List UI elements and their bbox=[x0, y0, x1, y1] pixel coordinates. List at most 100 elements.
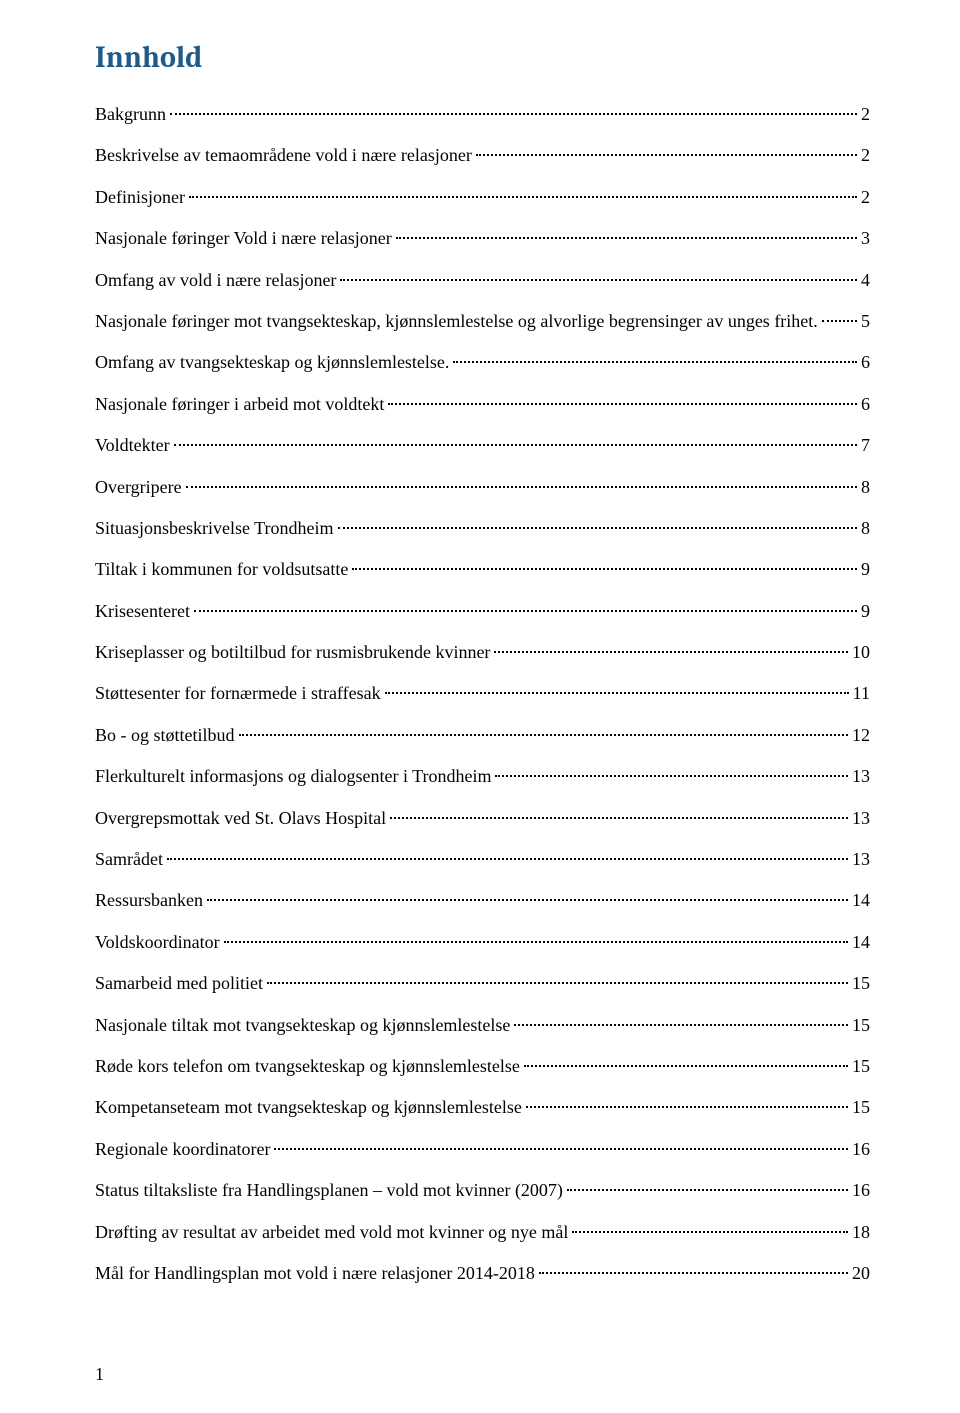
toc-entry-page: 9 bbox=[861, 558, 870, 581]
toc-entry-page: 11 bbox=[853, 682, 870, 705]
toc-entry[interactable]: Voldskoordinator 14 bbox=[95, 931, 870, 954]
toc-entry-page: 7 bbox=[861, 434, 870, 457]
toc-entry[interactable]: Samrådet 13 bbox=[95, 848, 870, 871]
toc-entry-page: 15 bbox=[852, 972, 870, 995]
toc-entry-label: Omfang av tvangsekteskap og kjønnslemles… bbox=[95, 351, 449, 374]
toc-entry[interactable]: Beskrivelse av temaområdene vold i nære … bbox=[95, 144, 870, 167]
toc-dot-leader bbox=[274, 1148, 848, 1150]
toc-entry-label: Samrådet bbox=[95, 848, 163, 871]
toc-entry-label: Tiltak i kommunen for voldsutsatte bbox=[95, 558, 348, 581]
toc-dot-leader bbox=[267, 982, 848, 984]
toc-entry-label: Regionale koordinatorer bbox=[95, 1138, 270, 1161]
toc-entry-page: 9 bbox=[861, 600, 870, 623]
toc-entry-label: Definisjoner bbox=[95, 186, 185, 209]
toc-entry-page: 12 bbox=[852, 724, 870, 747]
toc-entry-label: Nasjonale føringer mot tvangsekteskap, k… bbox=[95, 310, 818, 333]
toc-dot-leader bbox=[385, 692, 849, 694]
toc-title: Innhold bbox=[95, 40, 870, 75]
toc-dot-leader bbox=[174, 444, 857, 446]
toc-entry-page: 18 bbox=[852, 1221, 870, 1244]
toc-entry-page: 16 bbox=[852, 1179, 870, 1202]
toc-entry-label: Voldskoordinator bbox=[95, 931, 220, 954]
toc-list: Bakgrunn 2 Beskrivelse av temaområdene vo… bbox=[95, 103, 870, 1285]
toc-entry[interactable]: Ressursbanken 14 bbox=[95, 889, 870, 912]
toc-entry-label: Bakgrunn bbox=[95, 103, 166, 126]
toc-entry-page: 13 bbox=[852, 807, 870, 830]
toc-dot-leader bbox=[494, 651, 848, 653]
toc-entry-page: 15 bbox=[852, 1096, 870, 1119]
toc-entry[interactable]: Mål for Handlingsplan mot vold i nære re… bbox=[95, 1262, 870, 1285]
toc-entry-page: 8 bbox=[861, 517, 870, 540]
toc-entry[interactable]: Tiltak i kommunen for voldsutsatte 9 bbox=[95, 558, 870, 581]
toc-entry-page: 3 bbox=[861, 227, 870, 250]
toc-entry-page: 2 bbox=[861, 103, 870, 126]
toc-entry-page: 6 bbox=[861, 393, 870, 416]
toc-entry[interactable]: Røde kors telefon om tvangsekteskap og k… bbox=[95, 1055, 870, 1078]
toc-dot-leader bbox=[352, 568, 857, 570]
toc-entry-label: Drøfting av resultat av arbeidet med vol… bbox=[95, 1221, 568, 1244]
toc-dot-leader bbox=[338, 527, 857, 529]
toc-entry-label: Nasjonale føringer Vold i nære relasjone… bbox=[95, 227, 392, 250]
toc-entry[interactable]: Status tiltaksliste fra Handlingsplanen … bbox=[95, 1179, 870, 1202]
toc-entry-label: Kompetanseteam mot tvangsekteskap og kjø… bbox=[95, 1096, 522, 1119]
toc-entry[interactable]: Drøfting av resultat av arbeidet med vol… bbox=[95, 1221, 870, 1244]
toc-entry[interactable]: Krisesenteret 9 bbox=[95, 600, 870, 623]
toc-entry-label: Mål for Handlingsplan mot vold i nære re… bbox=[95, 1262, 535, 1285]
toc-entry[interactable]: Nasjonale tiltak mot tvangsekteskap og k… bbox=[95, 1014, 870, 1037]
toc-entry-page: 6 bbox=[861, 351, 870, 374]
toc-dot-leader bbox=[822, 320, 857, 322]
toc-entry-page: 16 bbox=[852, 1138, 870, 1161]
toc-dot-leader bbox=[239, 734, 849, 736]
toc-dot-leader bbox=[224, 941, 848, 943]
toc-entry[interactable]: Støttesenter for fornærmede i straffesak… bbox=[95, 682, 870, 705]
document-page: Innhold Bakgrunn 2 Beskrivelse av temaomr… bbox=[0, 0, 960, 1413]
toc-entry[interactable]: Overgrepsmottak ved St. Olavs Hospital 1… bbox=[95, 807, 870, 830]
toc-dot-leader bbox=[567, 1189, 848, 1191]
toc-entry-page: 15 bbox=[852, 1055, 870, 1078]
toc-entry-page: 15 bbox=[852, 1014, 870, 1037]
toc-dot-leader bbox=[340, 279, 857, 281]
toc-entry[interactable]: Nasjonale føringer i arbeid mot voldtekt… bbox=[95, 393, 870, 416]
toc-dot-leader bbox=[170, 113, 857, 115]
toc-entry[interactable]: Nasjonale føringer Vold i nære relasjone… bbox=[95, 227, 870, 250]
toc-entry[interactable]: Voldtekter 7 bbox=[95, 434, 870, 457]
toc-entry[interactable]: Flerkulturelt informasjons og dialogsent… bbox=[95, 765, 870, 788]
toc-entry[interactable]: Situasjonsbeskrivelse Trondheim 8 bbox=[95, 517, 870, 540]
toc-entry[interactable]: Overgripere 8 bbox=[95, 476, 870, 499]
toc-dot-leader bbox=[495, 775, 848, 777]
toc-entry-page: 5 bbox=[861, 310, 870, 333]
toc-entry[interactable]: Bakgrunn 2 bbox=[95, 103, 870, 126]
toc-entry-label: Beskrivelse av temaområdene vold i nære … bbox=[95, 144, 472, 167]
toc-entry-label: Støttesenter for fornærmede i straffesak bbox=[95, 682, 381, 705]
toc-entry[interactable]: Samarbeid med politiet 15 bbox=[95, 972, 870, 995]
toc-entry[interactable]: Omfang av vold i nære relasjoner 4 bbox=[95, 269, 870, 292]
toc-dot-leader bbox=[167, 858, 848, 860]
toc-entry[interactable]: Kriseplasser og botiltilbud for rusmisbr… bbox=[95, 641, 870, 664]
toc-dot-leader bbox=[524, 1065, 848, 1067]
toc-entry-page: 2 bbox=[861, 186, 870, 209]
toc-entry-label: Overgrepsmottak ved St. Olavs Hospital bbox=[95, 807, 386, 830]
toc-entry-label: Nasjonale tiltak mot tvangsekteskap og k… bbox=[95, 1014, 510, 1037]
toc-entry[interactable]: Regionale koordinatorer 16 bbox=[95, 1138, 870, 1161]
toc-entry[interactable]: Omfang av tvangsekteskap og kjønnslemles… bbox=[95, 351, 870, 374]
toc-entry-label: Status tiltaksliste fra Handlingsplanen … bbox=[95, 1179, 563, 1202]
toc-dot-leader bbox=[396, 237, 857, 239]
toc-entry-label: Nasjonale føringer i arbeid mot voldtekt bbox=[95, 393, 384, 416]
toc-entry[interactable]: Definisjoner 2 bbox=[95, 186, 870, 209]
toc-entry-label: Situasjonsbeskrivelse Trondheim bbox=[95, 517, 334, 540]
toc-entry[interactable]: Kompetanseteam mot tvangsekteskap og kjø… bbox=[95, 1096, 870, 1119]
toc-entry[interactable]: Bo - og støttetilbud 12 bbox=[95, 724, 870, 747]
toc-dot-leader bbox=[539, 1272, 848, 1274]
toc-dot-leader bbox=[476, 154, 857, 156]
toc-entry-label: Overgripere bbox=[95, 476, 182, 499]
toc-dot-leader bbox=[453, 361, 857, 363]
toc-entry[interactable]: Nasjonale føringer mot tvangsekteskap, k… bbox=[95, 310, 870, 333]
toc-dot-leader bbox=[207, 899, 848, 901]
toc-entry-label: Kriseplasser og botiltilbud for rusmisbr… bbox=[95, 641, 490, 664]
toc-entry-label: Bo - og støttetilbud bbox=[95, 724, 235, 747]
toc-entry-page: 14 bbox=[852, 931, 870, 954]
toc-dot-leader bbox=[186, 486, 857, 488]
toc-dot-leader bbox=[189, 196, 857, 198]
toc-entry-label: Omfang av vold i nære relasjoner bbox=[95, 269, 336, 292]
toc-dot-leader bbox=[388, 403, 857, 405]
